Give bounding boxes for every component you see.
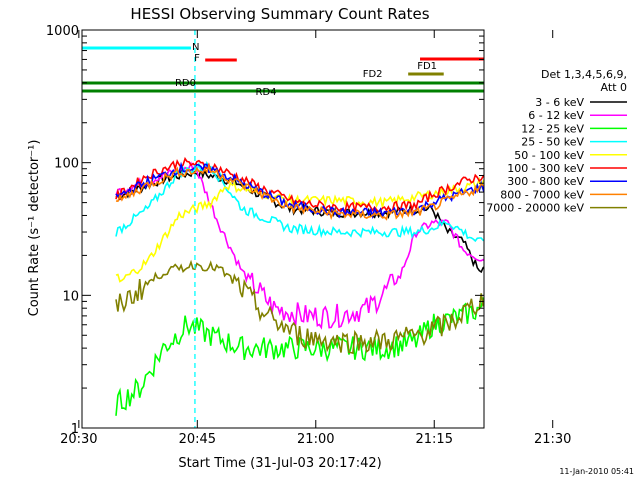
legend-label-7: 800 - 7000 keV [500,188,584,201]
x-tick-label-0: 20:30 [60,432,97,447]
x-axis-label: Start Time (31-Jul-03 20:17:42) [178,456,381,471]
series-line-8 [115,259,484,355]
legend-label-1: 6 - 12 keV [528,109,584,122]
legend-label-5: 100 - 300 keV [507,162,584,175]
flag-label-rd4: RD4 [256,87,277,98]
legend-label-8: 7000 - 20000 keV [486,202,584,215]
legend-label-0: 3 - 6 keV [535,96,584,109]
legend-title-line-2: Att 0 [601,81,627,94]
chart-title: HESSI Observing Summary Count Rates [130,5,429,23]
series-line-3 [115,160,484,243]
series-line-5 [115,156,484,214]
observing-flags: NFFD1FD2RD0RD4S [175,42,437,98]
flag-label-n: N [192,42,199,53]
y-tick-label-2: 100 [54,157,79,172]
x-tick-label-3: 21:15 [416,432,453,447]
flag-label-fd1: FD1 [417,61,437,72]
x-tick-label-4: 21:30 [534,432,571,447]
y-tick-label-0: 1 [71,422,79,437]
legend-label-4: 50 - 100 keV [514,149,584,162]
series-line-4 [115,176,484,283]
legend-label-6: 300 - 800 keV [507,175,584,188]
y-axis-label: Count Rate (s⁻¹ detector⁻¹) [27,140,42,317]
y-ticks: 1 10 100 1000 [46,24,484,437]
y-tick-label-1: 10 [62,289,79,304]
series-group [82,30,484,428]
x-tick-label-2: 21:00 [297,432,334,447]
series-line-1 [115,161,484,330]
x-tick-label-1: 20:45 [179,432,216,447]
flag-label-rd0: RD0 [175,78,196,89]
y-tick-label-3: 1000 [46,24,79,39]
legend-label-3: 25 - 50 keV [521,136,584,149]
series-line-7 [115,163,484,221]
legend-label-2: 12 - 25 keV [521,122,584,135]
generation-timestamp: 11-Jan-2010 05:41 [559,467,634,476]
plot-area: NFFD1FD2RD0RD4S20:3020:4521:0021:1521:30… [46,24,572,447]
flag-label-f: F [194,53,200,64]
legend-title-line-1: Det 1,3,4,5,6,9, [541,68,627,81]
flag-label-fd2: FD2 [363,69,383,80]
axes-frame [81,29,485,429]
